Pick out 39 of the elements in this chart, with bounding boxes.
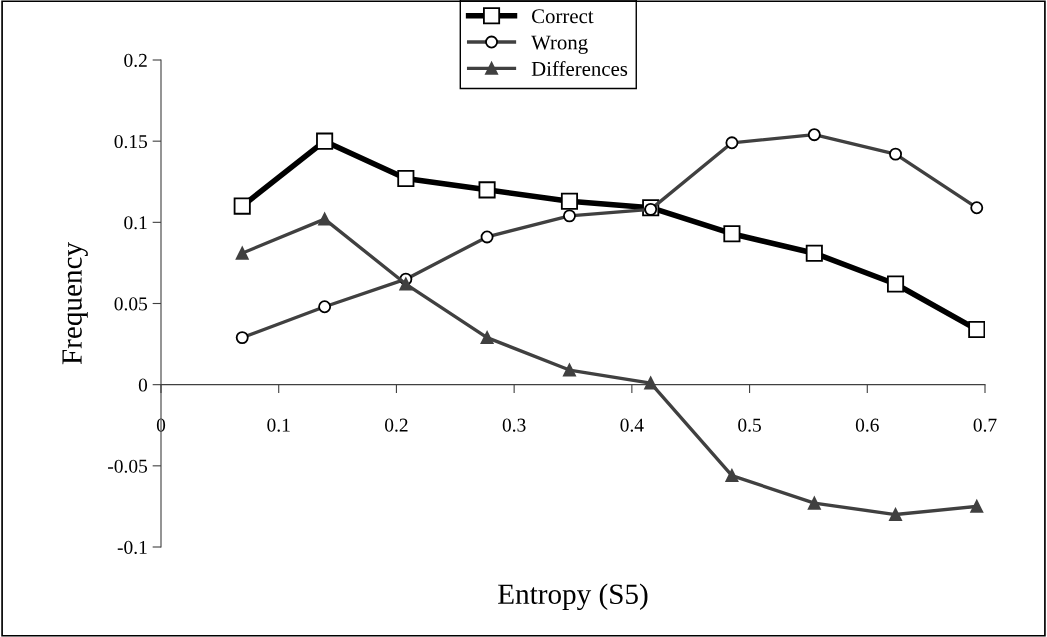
- x-tick-label: 0.7: [973, 418, 997, 432]
- point: [233, 197, 251, 215]
- x-tick-label: 0.4: [620, 418, 644, 432]
- x-tick-label: 0.3: [502, 418, 526, 432]
- x-axis-title: Entropy (S5): [498, 583, 648, 611]
- point: [397, 169, 415, 188]
- y-tick-label: 0.05: [114, 297, 148, 311]
- y-tick-label: 0.2: [124, 53, 147, 68]
- y-tick-label: 0.1: [124, 216, 147, 230]
- legend-label: Differences: [531, 61, 628, 76]
- point: [560, 192, 579, 210]
- legend-label: Correct: [531, 9, 594, 24]
- point: [807, 496, 821, 510]
- point: [480, 331, 494, 345]
- x-tick-label: 0.6: [855, 418, 879, 432]
- point: [968, 320, 985, 339]
- point: [970, 499, 984, 513]
- point: [235, 246, 249, 260]
- point: [563, 363, 576, 377]
- x-tick-label: 0.5: [738, 418, 761, 432]
- legend-label: Wrong: [531, 35, 588, 54]
- point: [644, 376, 658, 390]
- point: [478, 181, 496, 199]
- y-tick-label: -0.05: [108, 459, 148, 473]
- point: [399, 277, 413, 291]
- point: [889, 508, 902, 521]
- point: [886, 275, 905, 293]
- y-tick-label: 0: [138, 378, 148, 392]
- x-tick-label: 0: [156, 418, 166, 432]
- y-tick-label: -0.1: [117, 540, 147, 555]
- y-tick-label: 0.15: [114, 134, 148, 149]
- point: [318, 212, 332, 226]
- x-tick-label: 0.1: [267, 418, 290, 432]
- point: [805, 244, 823, 262]
- point: [725, 469, 739, 483]
- y-axis-title: Frequency: [62, 242, 88, 365]
- x-tick-label: 0.2: [385, 418, 408, 432]
- point: [316, 132, 334, 150]
- point: [723, 225, 741, 243]
